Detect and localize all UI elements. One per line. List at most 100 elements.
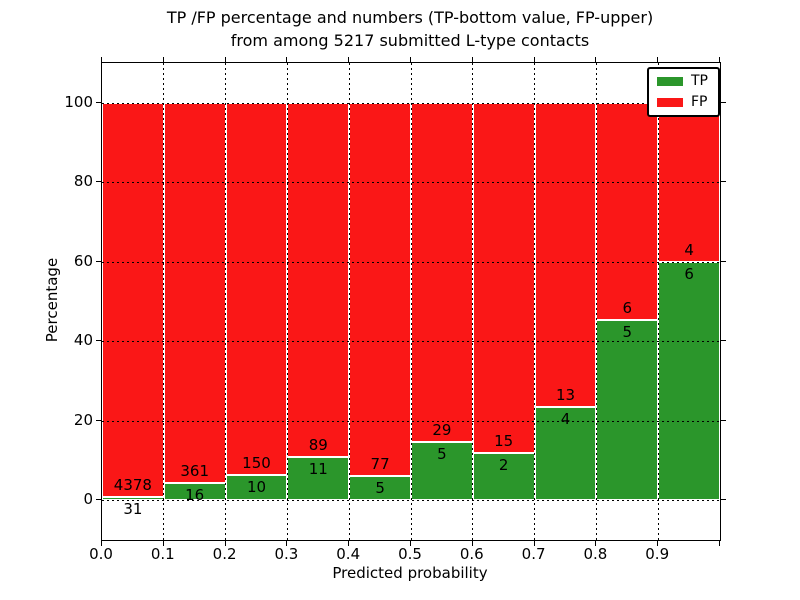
- gridline-horizontal: [102, 420, 720, 422]
- gridline-horizontal: [102, 341, 720, 343]
- x-tick-label: 0.2: [212, 545, 237, 563]
- legend: TP FP: [647, 67, 720, 117]
- gridline-vertical: [534, 63, 536, 540]
- y-tick-label: 0: [83, 490, 93, 509]
- gridline-horizontal: [102, 182, 720, 184]
- tp-count-label: 11: [308, 459, 328, 478]
- x-tick-mark-bottom: [162, 541, 164, 546]
- tp-legend-swatch: [657, 77, 683, 86]
- gridline-horizontal: [102, 261, 720, 263]
- y-tick-mark-right: [721, 499, 726, 501]
- fp-legend-swatch: [657, 98, 683, 107]
- y-tick-mark-left: [96, 340, 101, 342]
- x-tick-label: 0.8: [583, 545, 608, 563]
- y-tick-mark-right: [721, 101, 726, 103]
- tp-count-label: 5: [622, 322, 633, 341]
- x-tick-mark-top: [719, 57, 720, 62]
- fp-count-label: 15: [494, 432, 514, 451]
- y-tick-label: 80: [73, 172, 93, 191]
- gridline-vertical: [348, 63, 350, 540]
- bar-segment-tp: [225, 475, 288, 501]
- bar-segment-fp: [163, 102, 226, 484]
- x-tick-mark-bottom: [224, 541, 226, 546]
- x-tick-mark-bottom: [719, 541, 720, 546]
- x-tick-mark-top: [657, 57, 659, 62]
- tp-count-label: 10: [246, 478, 267, 497]
- legend-label: TP: [691, 73, 708, 89]
- bar-segment-fp: [225, 102, 288, 476]
- bar-segment-fp: [287, 102, 350, 457]
- bar-segment-fp: [472, 102, 535, 454]
- tp-count-label: 5: [437, 444, 447, 463]
- tp-count-label: 2: [498, 456, 509, 475]
- fp-count-label: 4378: [113, 476, 152, 495]
- legend-row: TP: [657, 74, 710, 89]
- x-tick-mark-top: [286, 57, 288, 62]
- x-tick-mark-bottom: [471, 541, 473, 546]
- y-tick-mark-left: [96, 181, 101, 183]
- gridline-vertical: [410, 63, 412, 540]
- x-tick-label: 0.1: [150, 545, 175, 563]
- gridline-vertical: [472, 63, 474, 540]
- fp-count-label: 361: [180, 462, 210, 481]
- x-tick-mark-bottom: [533, 541, 535, 546]
- y-tick-mark-right: [721, 181, 726, 183]
- x-tick-mark-top: [101, 57, 102, 62]
- tp-count-label: 16: [185, 486, 205, 505]
- x-tick-label: 0.7: [521, 545, 546, 563]
- bar-segment-tp: [658, 261, 720, 501]
- fp-count-label: 13: [555, 385, 576, 404]
- bar-segment-tp: [596, 319, 659, 501]
- y-tick-label: 100: [64, 92, 93, 111]
- fp-count-label: 29: [432, 420, 452, 439]
- x-tick-label: 0.5: [398, 545, 422, 563]
- y-tick-mark-left: [96, 419, 101, 421]
- x-tick-label: 0.3: [274, 545, 299, 563]
- y-tick-mark-left: [96, 260, 101, 262]
- y-tick-label: 40: [73, 331, 93, 350]
- gridline-vertical: [657, 63, 659, 540]
- bar-segment-fp: [596, 102, 659, 320]
- tp-count-label: 6: [684, 264, 694, 283]
- fp-count-label: 89: [308, 435, 328, 454]
- x-tick-mark-top: [224, 57, 226, 62]
- y-tick-mark-right: [721, 340, 726, 342]
- y-tick-label: 20: [73, 410, 93, 429]
- x-tick-label: 0.4: [336, 545, 361, 563]
- gridline-vertical: [595, 63, 597, 540]
- x-tick-mark-top: [533, 57, 535, 62]
- x-tick-mark-bottom: [595, 541, 597, 546]
- fp-count-label: 77: [370, 455, 390, 473]
- x-tick-mark-top: [162, 57, 164, 62]
- plot-area: TP FP 4378 31 361 16 150 10 89 11 77 5 29 5 15 2 13 4 6 5 4…: [101, 62, 721, 541]
- legend-row: FP: [657, 95, 710, 110]
- x-tick-mark-bottom: [286, 541, 288, 546]
- x-tick-label: 0.0: [89, 545, 113, 563]
- y-axis-label: Percentage: [43, 257, 61, 343]
- chart-title: TP /FP percentage and numbers (TP-bottom…: [101, 6, 719, 52]
- bar-segment-fp: [102, 102, 164, 498]
- y-tick-mark-right: [721, 260, 726, 262]
- fp-count-label: 150: [242, 454, 271, 473]
- x-tick-label: 0.6: [459, 545, 484, 563]
- bar-segment-fp: [411, 102, 473, 442]
- x-tick-mark-bottom: [101, 541, 102, 546]
- gridline-horizontal: [102, 500, 720, 502]
- tp-count-label: 4: [560, 409, 571, 428]
- x-tick-mark-bottom: [348, 541, 350, 546]
- gridline-vertical: [163, 63, 165, 540]
- bar-segment-fp: [534, 102, 597, 407]
- chart-title-line2: from among 5217 submitted L-type contact…: [230, 31, 590, 50]
- x-tick-mark-bottom: [410, 541, 411, 546]
- y-tick-mark-left: [96, 499, 101, 501]
- gridline-vertical: [225, 63, 227, 540]
- x-tick-mark-top: [471, 57, 473, 62]
- y-tick-mark-right: [721, 419, 726, 421]
- tp-count-label: 5: [375, 479, 385, 497]
- gridline-horizontal: [102, 102, 720, 104]
- chart-title-line1: TP /FP percentage and numbers (TP-bottom…: [166, 8, 654, 27]
- fp-count-label: 6: [622, 298, 633, 317]
- x-tick-mark-bottom: [657, 541, 659, 546]
- tp-count-label: 31: [123, 500, 143, 519]
